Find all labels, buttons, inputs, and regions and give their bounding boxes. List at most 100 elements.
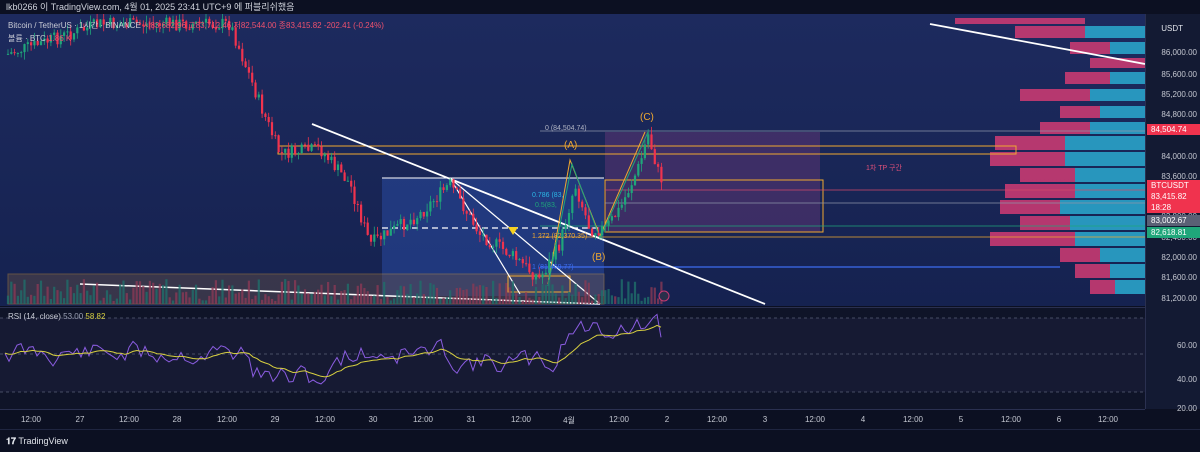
candle-body [571,195,574,213]
candle-body [181,19,184,22]
candle-body [422,211,425,217]
volume-bar [142,286,145,304]
volume-bar [548,279,551,304]
wave-b-label: (B) [592,252,606,263]
volume-bar [650,287,653,304]
volume-bar [178,284,181,304]
volume-bar [399,285,402,304]
time-label: 28 [172,415,182,424]
candle-body [389,228,392,236]
candle-body [188,28,191,30]
candle-body [515,251,518,260]
candle-body [287,148,290,158]
candle-body [558,244,561,251]
volume-bar [515,293,518,304]
volume-bar [162,285,165,304]
price-tick: 85,600.00 [1161,70,1197,79]
time-label: 4월 [563,416,575,425]
time-label: 12:00 [20,415,42,424]
volume-bar [531,299,534,304]
volume-bar [30,294,33,304]
volume-bar [567,291,571,304]
volume-header[interactable]: 볼륨 · BTC 1.86 K [8,33,71,44]
candle-body [142,24,145,27]
volume-bar [115,298,118,304]
rsi-canvas[interactable] [0,308,1145,410]
candle-body [439,187,442,202]
candle-body [132,18,135,20]
alert-icon [658,290,670,302]
volume-bar [43,295,46,304]
candle-body [313,144,316,146]
volume-bar [369,295,373,304]
candle-body [650,134,653,150]
rsi-tick: 20.00 [1176,404,1197,413]
currency-label[interactable]: USDT [1161,24,1183,33]
volume-bar [373,295,376,304]
volume-bar [581,297,584,304]
candle-body [261,94,264,114]
volume-bar [320,284,323,304]
candle-body [554,244,557,260]
candle-body [244,61,247,68]
symbol-header[interactable]: Bitcoin / TetherUS · 1시간 · BINANCE 시83,6… [8,20,384,31]
volume-bar [591,300,594,304]
candle-body [201,22,204,24]
candle-body [204,18,208,23]
time-label: 12:00 [1097,415,1119,424]
chart-canvas[interactable] [0,14,1145,306]
volume-bar [26,296,29,304]
candle-body [191,23,194,30]
candle-body [20,52,23,54]
time-label: 4 [860,415,866,424]
volume-bar [435,287,439,304]
volume-bar [198,298,201,304]
volume-bar [501,298,505,304]
volume-bar [152,282,155,304]
volume-bar [432,284,435,304]
rsi-header[interactable]: RSI (14, close) 53.00 58.82 [8,312,105,321]
volume-bar [604,290,607,304]
price-chart[interactable]: Bitcoin / TetherUS · 1시간 · BINANCE 시83,6… [0,14,1145,306]
candle-body [86,27,89,31]
volume-bar [465,289,468,304]
volume-bar [521,300,524,304]
rsi-tick: 60.00 [1176,341,1197,350]
volume-bar [383,281,386,304]
volume-bar [69,286,72,304]
volume-bar [76,284,79,304]
volume-bar [211,287,214,304]
candle-body [46,38,49,43]
candle-body [43,38,46,42]
candle-body [393,225,396,229]
candle-body [39,41,43,45]
price-tick: 84,800.00 [1161,110,1197,119]
candle-body [452,179,455,188]
candle-body [541,274,544,278]
rsi-pane[interactable]: RSI (14, close) 53.00 58.82 [0,307,1145,410]
candle-body [148,23,151,25]
candle-body [643,144,646,159]
volume-bar [264,294,267,304]
volume-bar [518,297,521,304]
volume-bar [346,283,349,304]
symbol-name[interactable]: Bitcoin / TetherUS · 1시간 · BINANCE [8,21,141,30]
volume-bar [393,298,396,304]
price-axis[interactable]: USDT 86,000.00 85,600.00 85,200.00 84,80… [1145,14,1200,413]
volume-bar [218,296,221,304]
fib-1-label: 1 (81,469.77) [532,264,574,271]
candle-body [79,27,82,29]
rsi-tick: 40.00 [1176,375,1197,384]
volume-bar [353,295,356,304]
volume-bar [300,293,303,304]
candle-body [657,164,660,167]
volume-bar [96,282,99,304]
volume-bar [343,290,346,304]
volume-label: 볼륨 · BTC [8,34,46,43]
candle-body [402,218,406,230]
time-label: 27 [75,415,85,424]
time-axis[interactable]: 12:00 27 12:00 28 12:00 29 12:00 30 12:0… [0,409,1145,430]
candle-body [112,17,115,29]
time-label: 12:00 [1000,415,1022,424]
volume-bar [511,281,514,304]
